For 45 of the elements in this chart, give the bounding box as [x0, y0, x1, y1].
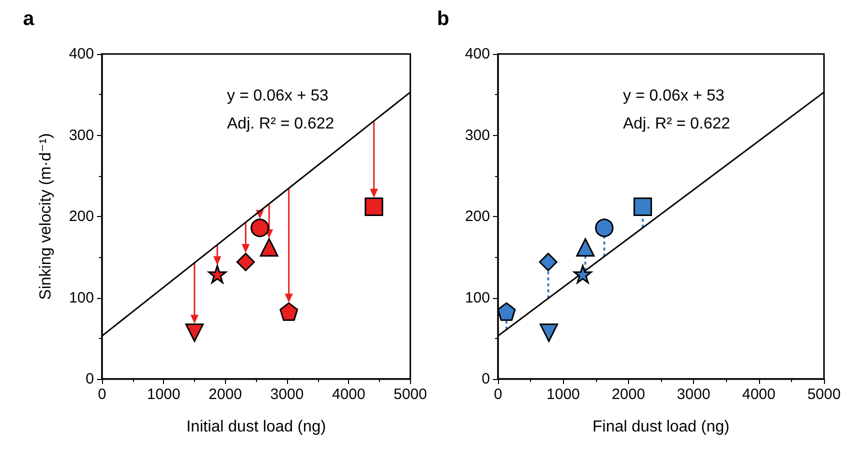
y-tick-label: 0 — [86, 370, 94, 388]
annotation: Adj. R² = 0.622 — [227, 116, 334, 132]
point — [236, 252, 255, 272]
y-tick-label: 100 — [464, 289, 490, 306]
y-tick-label: 300 — [68, 126, 94, 144]
y-tick-label: 400 — [68, 46, 94, 62]
y-tick-label: 200 — [68, 208, 94, 225]
y-tick-label: 100 — [68, 289, 94, 306]
point — [595, 218, 614, 238]
point — [208, 264, 227, 284]
x-axis-title: Final dust load (ng) — [592, 418, 730, 436]
y-tick-label: 0 — [482, 370, 490, 388]
x-tick-label: 4000 — [332, 386, 366, 403]
point — [633, 198, 652, 216]
point — [497, 302, 516, 321]
annotation: y = 0.06x + 53 — [623, 88, 725, 104]
point — [364, 198, 384, 216]
x-tick-label: 5000 — [394, 386, 428, 403]
chart-title: a — [23, 8, 35, 30]
x-tick-label: 0 — [494, 386, 502, 403]
annotation: y = 0.06x + 53 — [227, 88, 329, 104]
x-tick-label: 0 — [98, 386, 106, 403]
point — [540, 323, 558, 342]
point — [576, 238, 595, 257]
point — [260, 238, 278, 257]
x-axis-title: Initial dust load (ng) — [186, 418, 326, 436]
y-tick-label: 200 — [464, 208, 490, 225]
x-tick-label: 1000 — [546, 386, 580, 403]
x-tick-label: 1000 — [146, 386, 180, 403]
point — [185, 323, 204, 342]
x-tick-label: 5000 — [807, 386, 841, 403]
point — [538, 252, 558, 272]
y-tick-label: 400 — [464, 46, 490, 62]
y-tick-label: 300 — [464, 126, 490, 144]
point — [574, 264, 592, 284]
x-tick-label: 4000 — [742, 386, 776, 403]
annotation: Adj. R² = 0.622 — [623, 116, 730, 132]
point — [280, 302, 298, 321]
point — [250, 218, 270, 238]
x-tick-label: 2000 — [208, 386, 242, 403]
y-axis-title: Sinking velocity (m·d⁻¹) — [38, 133, 54, 300]
x-tick-label: 3000 — [676, 386, 710, 403]
chart-title: b — [437, 8, 450, 30]
x-tick-label: 2000 — [612, 386, 646, 403]
x-tick-label: 3000 — [270, 386, 304, 403]
